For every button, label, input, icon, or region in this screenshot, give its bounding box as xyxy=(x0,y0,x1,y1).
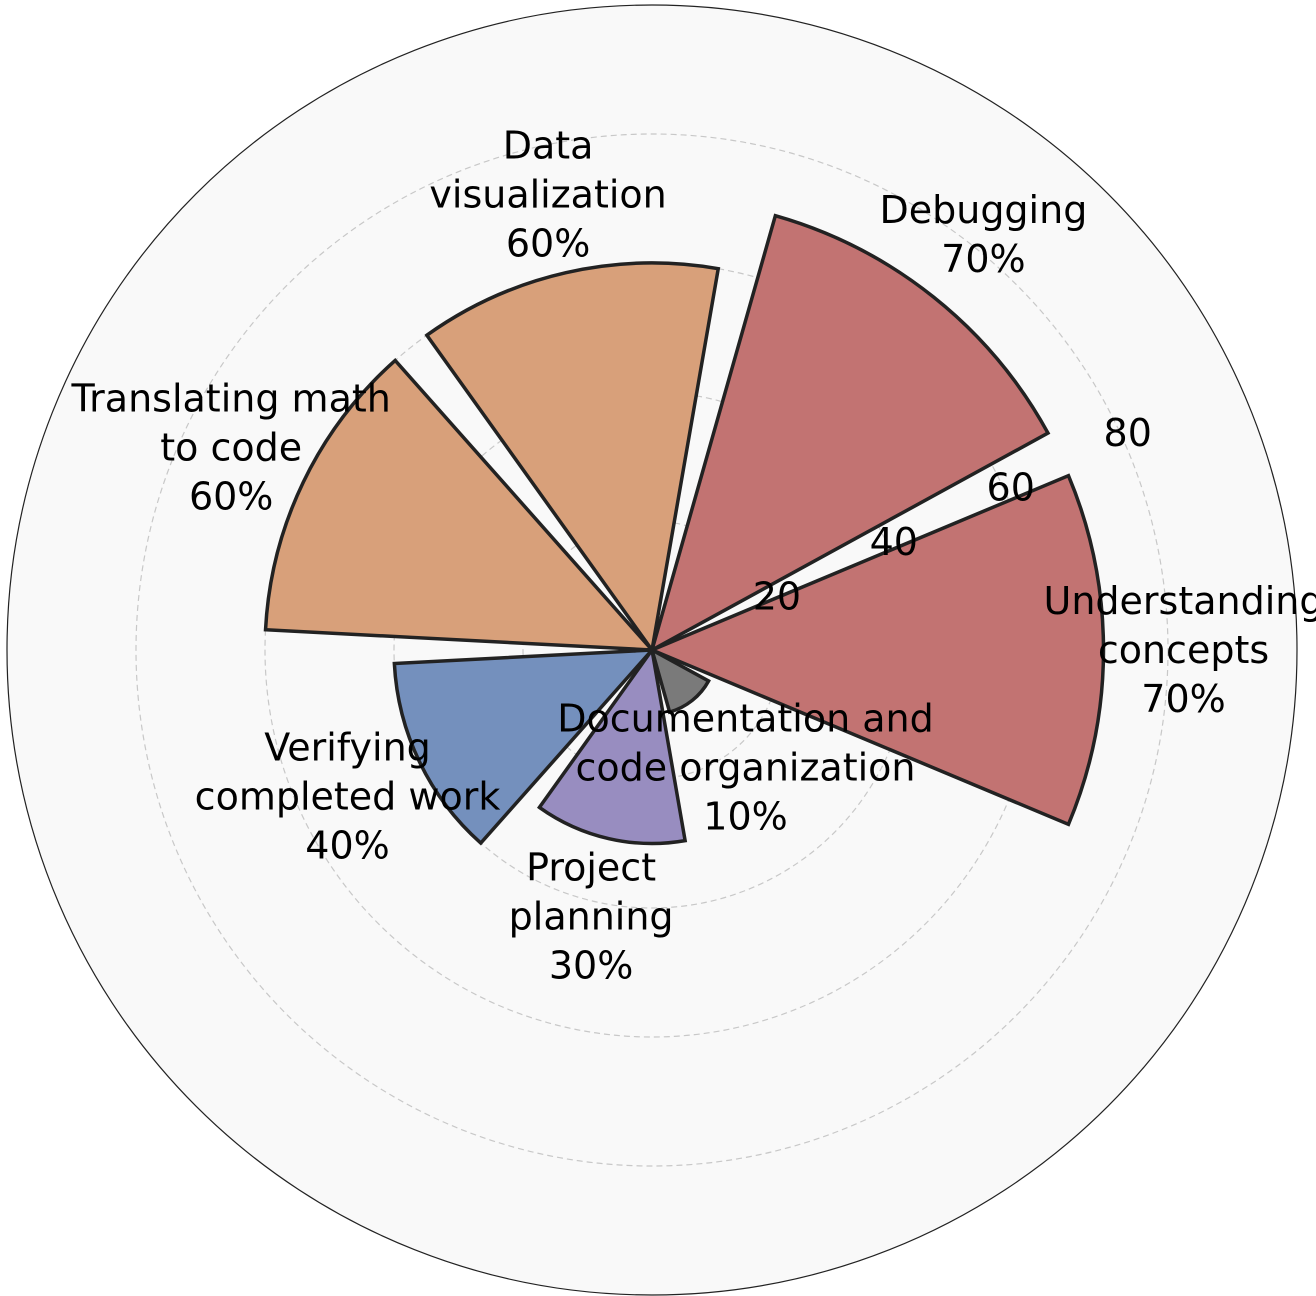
bar-4 xyxy=(392,648,657,846)
bar-5 xyxy=(536,645,688,846)
category-label-1: Debugging 70% xyxy=(879,188,1087,281)
category-labels: Understanding concepts 70% Debugging 70% Data… xyxy=(71,124,1316,988)
radial-tick-labels: 20 40 60 80 xyxy=(753,411,1152,619)
tick-label-40: 40 xyxy=(870,520,918,564)
tick-label-80: 80 xyxy=(1104,411,1152,455)
bar-0 xyxy=(647,473,1106,827)
category-label-0: Understanding concepts 70% xyxy=(1044,579,1316,721)
category-label-4: Verifying completed work 40% xyxy=(195,726,501,868)
tick-label-20: 20 xyxy=(753,575,801,619)
bars xyxy=(263,213,1106,846)
category-label-2: Data visualization 60% xyxy=(429,124,666,266)
bar-1 xyxy=(649,213,1051,654)
bar-2 xyxy=(424,261,721,655)
tick-label-60: 60 xyxy=(987,465,1035,509)
category-label-3: Translating math to code 60% xyxy=(71,376,391,518)
grid-circle-80 xyxy=(135,133,1169,1167)
bar-3 xyxy=(263,357,657,652)
bar-6 xyxy=(649,646,711,715)
category-label-5: Project planning 30% xyxy=(509,846,674,988)
category-label-6: Documentation and code organization 10% xyxy=(557,696,934,838)
